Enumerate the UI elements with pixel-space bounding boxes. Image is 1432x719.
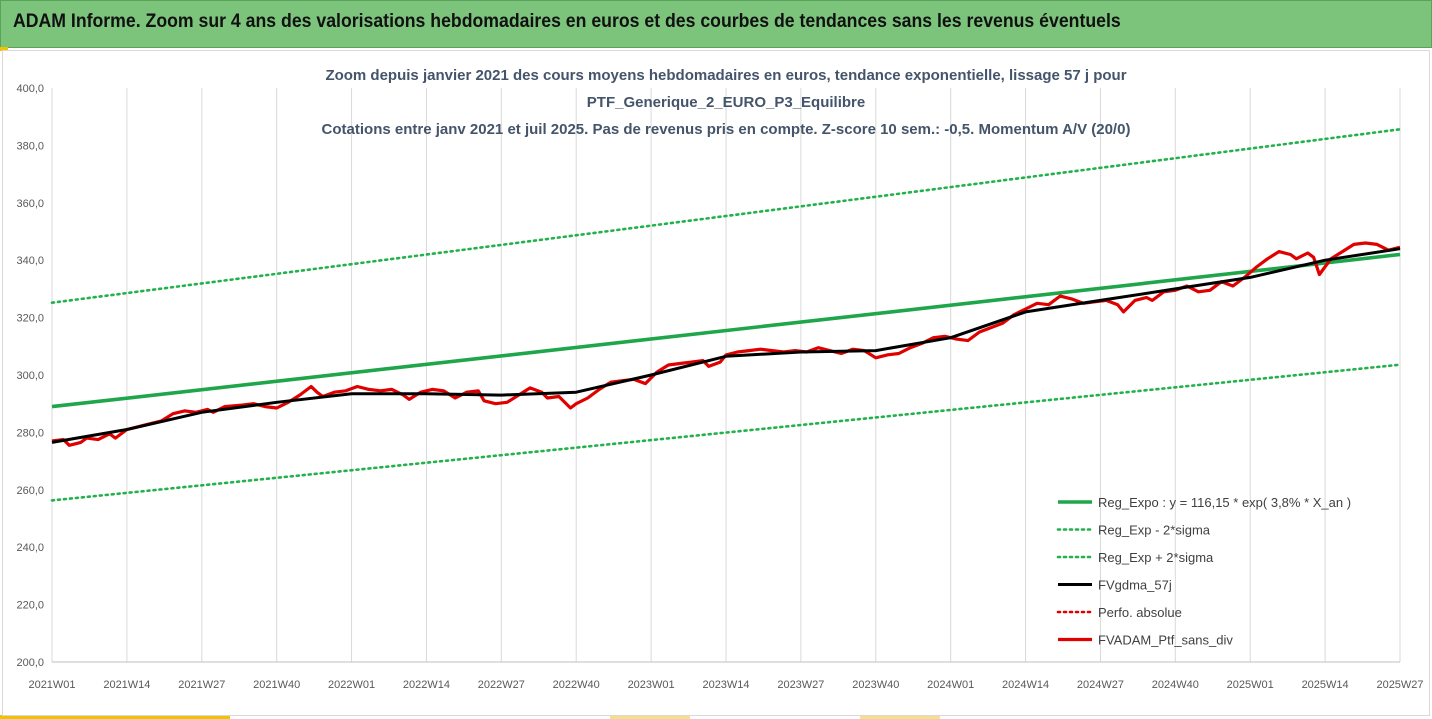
report-header: ADAM Informe. Zoom sur 4 ans des valoris…: [0, 0, 1432, 48]
y-tick-label: 340,0: [16, 255, 44, 267]
chart-title-line: PTF_Generique_2_EURO_P3_Equilibre: [587, 94, 865, 111]
legend-label: FVADAM_Ptf_sans_div: [1098, 633, 1233, 648]
x-tick-label: 2021W14: [103, 679, 150, 691]
x-tick-label: 2024W40: [1152, 679, 1199, 691]
y-tick-label: 300,0: [16, 370, 44, 382]
x-tick-label: 2021W27: [178, 679, 225, 691]
series-line-2: [50, 128, 1402, 305]
y-tick-label: 380,0: [16, 140, 44, 152]
y-tick-label: 220,0: [16, 600, 44, 612]
x-tick-label: 2022W01: [328, 679, 375, 691]
chart-title-line: Zoom depuis janvier 2021 des cours moyen…: [325, 67, 1126, 84]
series-line-1: [50, 363, 1402, 502]
y-tick-label: 400,0: [16, 83, 44, 95]
series-line-3: [51, 247, 1401, 444]
y-tick-label: 360,0: [16, 198, 44, 210]
y-tick-label: 200,0: [16, 657, 44, 669]
accent-bar-bottom-right: [860, 715, 940, 719]
x-tick-label: 2022W40: [553, 679, 600, 691]
y-tick-label: 280,0: [16, 427, 44, 439]
chart-area: [2, 50, 1430, 716]
y-tick-label: 320,0: [16, 313, 44, 325]
x-tick-label: 2023W14: [702, 679, 749, 691]
x-tick-label: 2021W40: [253, 679, 300, 691]
x-tick-label: 2025W01: [1227, 679, 1274, 691]
y-tick-label: 260,0: [16, 485, 44, 497]
chart-title-line: Cotations entre janv 2021 et juil 2025. …: [322, 121, 1131, 138]
x-tick-label: 2024W01: [927, 679, 974, 691]
x-tick-label: 2025W14: [1302, 679, 1349, 691]
y-tick-label: 240,0: [16, 542, 44, 554]
x-tick-label: 2023W40: [852, 679, 899, 691]
accent-bar-left: [0, 47, 8, 51]
x-tick-label: 2021W01: [28, 679, 75, 691]
accent-bar-bottom: [0, 715, 230, 719]
legend-label: Reg_Exp - 2*sigma: [1098, 523, 1211, 538]
x-tick-label: 2024W14: [1002, 679, 1049, 691]
legend-label: FVgdma_57j: [1098, 578, 1172, 593]
x-tick-label: 2024W27: [1077, 679, 1124, 691]
legend-label: Reg_Exp + 2*sigma: [1098, 550, 1214, 565]
accent-bar-bottom-mid: [610, 715, 690, 719]
legend-label: Reg_Expo : y = 116,15 * exp( 3,8% * X_an…: [1098, 495, 1351, 510]
report-title: ADAM Informe. Zoom sur 4 ans des valoris…: [13, 11, 1121, 32]
x-tick-label: 2023W27: [777, 679, 824, 691]
series-line-0: [51, 252, 1401, 409]
x-tick-label: 2022W27: [478, 679, 525, 691]
legend-label: Perfo. absolue: [1098, 605, 1182, 620]
x-tick-label: 2023W01: [628, 679, 675, 691]
x-tick-label: 2022W14: [403, 679, 450, 691]
x-tick-label: 2025W27: [1376, 679, 1423, 691]
